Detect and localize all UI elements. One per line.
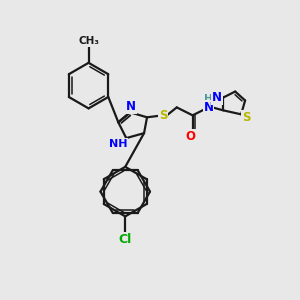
Text: NH: NH	[109, 139, 128, 149]
Text: N: N	[203, 101, 214, 114]
Text: Cl: Cl	[118, 233, 132, 246]
Text: N: N	[126, 100, 136, 113]
Text: S: S	[242, 111, 250, 124]
Text: CH₃: CH₃	[78, 36, 99, 46]
Text: N: N	[212, 91, 222, 104]
Text: O: O	[186, 130, 196, 142]
Text: S: S	[159, 109, 167, 122]
Text: H: H	[204, 94, 213, 104]
